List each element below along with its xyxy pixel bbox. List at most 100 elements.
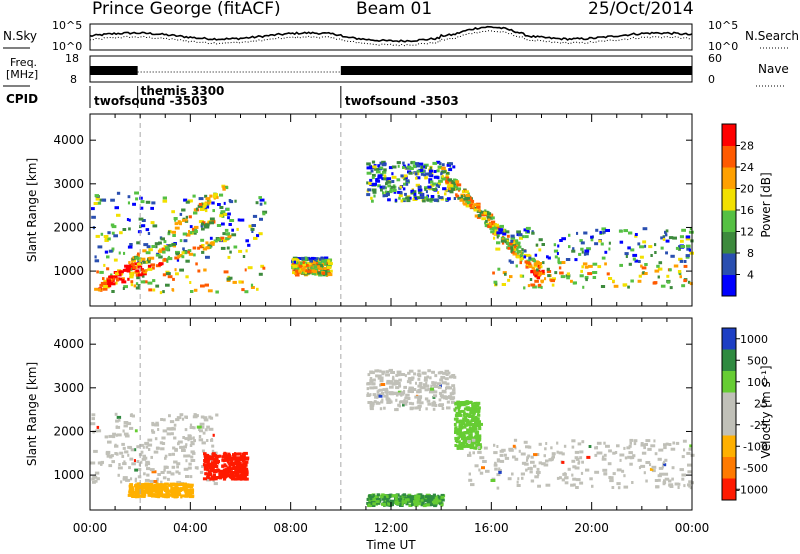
echo-cell — [180, 494, 186, 498]
echo-cell — [193, 288, 198, 292]
echo-cell — [169, 490, 174, 494]
echo-cell — [386, 495, 389, 499]
echo-cell — [663, 443, 667, 447]
colorbar-swatch — [722, 349, 736, 372]
echo-cell — [408, 504, 413, 507]
echo-cell — [399, 497, 403, 501]
echo-cell — [372, 182, 377, 186]
echo-cell — [108, 275, 113, 279]
echo-cell — [574, 450, 580, 454]
echo-cell — [575, 486, 579, 489]
echo-cell — [173, 460, 178, 464]
echo-cell — [445, 189, 451, 193]
echo-cell — [654, 251, 657, 254]
echo-cell — [214, 469, 218, 473]
echo-cell — [382, 388, 388, 392]
echo-cell — [597, 265, 602, 269]
echo-cell — [616, 482, 621, 486]
echo-cell — [366, 394, 371, 397]
echo-cell — [506, 234, 510, 238]
echo-cell — [408, 386, 413, 390]
echo-cell — [380, 400, 384, 404]
echo-cell — [369, 182, 375, 186]
echo-cell — [485, 469, 490, 473]
echo-cell — [179, 254, 183, 257]
echo-cell — [612, 472, 616, 476]
echo-cell — [143, 243, 149, 247]
echo-cell — [253, 236, 258, 240]
echo-cell — [473, 206, 478, 210]
echo-cell — [95, 234, 100, 238]
echo-cell — [130, 280, 134, 284]
echo-cell — [112, 275, 116, 279]
echo-cell — [292, 271, 296, 275]
echo-cell — [222, 232, 226, 236]
echo-cell — [410, 191, 414, 195]
echo-cell — [366, 382, 371, 386]
echo-cell — [652, 281, 657, 285]
echo-cell — [415, 176, 418, 180]
echo-cell — [367, 401, 373, 404]
echo-cell — [679, 275, 682, 279]
echo-cell — [259, 217, 263, 221]
colorbar-tick-label: -25 — [750, 419, 768, 432]
echo-cell — [201, 449, 205, 453]
echo-cell — [588, 445, 592, 448]
echo-cell — [327, 273, 333, 277]
echo-cell — [375, 179, 381, 183]
echo-cell — [600, 242, 604, 246]
echo-cell — [200, 415, 205, 419]
echo-cell — [424, 397, 429, 401]
echo-cell — [148, 288, 153, 292]
echo-cell — [212, 209, 215, 213]
colorbar-tick-label: 8 — [747, 247, 754, 260]
echo-cell — [201, 465, 204, 468]
echo-cell — [457, 405, 461, 409]
echo-cell — [425, 190, 428, 194]
echo-cell — [135, 282, 139, 286]
echo-cell — [600, 285, 606, 288]
echo-cell — [638, 274, 642, 278]
echo-cell — [681, 455, 685, 459]
echo-cell — [447, 178, 452, 182]
echo-cell — [421, 386, 425, 390]
echo-cell — [124, 264, 127, 268]
echo-cell — [149, 256, 155, 260]
echo-cell — [537, 274, 541, 278]
echo-cell — [234, 466, 238, 470]
echo-cell — [519, 253, 524, 257]
echo-cell — [185, 443, 188, 447]
echo-cell — [121, 277, 125, 281]
echo-cell — [110, 198, 115, 202]
echo-cell — [662, 237, 666, 241]
echo-cell — [225, 472, 229, 476]
echo-cell — [104, 250, 109, 254]
echo-cell — [445, 386, 451, 390]
echo-cell — [586, 247, 591, 251]
echo-cell — [179, 222, 182, 226]
echo-cell — [558, 451, 563, 455]
echo-cell — [446, 181, 450, 185]
echo-cell — [532, 285, 537, 289]
echo-cell — [474, 464, 479, 468]
echo-cell — [366, 392, 370, 396]
echo-cell — [621, 469, 625, 473]
echo-cell — [225, 232, 230, 236]
echo-cell — [454, 430, 459, 434]
echo-cell — [387, 184, 392, 188]
echo-cell — [161, 436, 166, 440]
echo-cell — [149, 479, 154, 483]
echo-cell — [420, 196, 425, 199]
echo-cell — [472, 429, 476, 433]
echo-cell — [632, 454, 636, 458]
echo-cell — [232, 471, 237, 474]
echo-cell — [135, 492, 140, 496]
echo-cell — [493, 443, 496, 447]
echo-cell — [529, 254, 532, 258]
echo-cell — [446, 197, 451, 201]
echo-cell — [93, 202, 98, 205]
echo-cell — [494, 467, 498, 471]
echo-cell — [142, 454, 146, 458]
echo-cell — [97, 429, 102, 433]
echo-cell — [607, 462, 612, 466]
